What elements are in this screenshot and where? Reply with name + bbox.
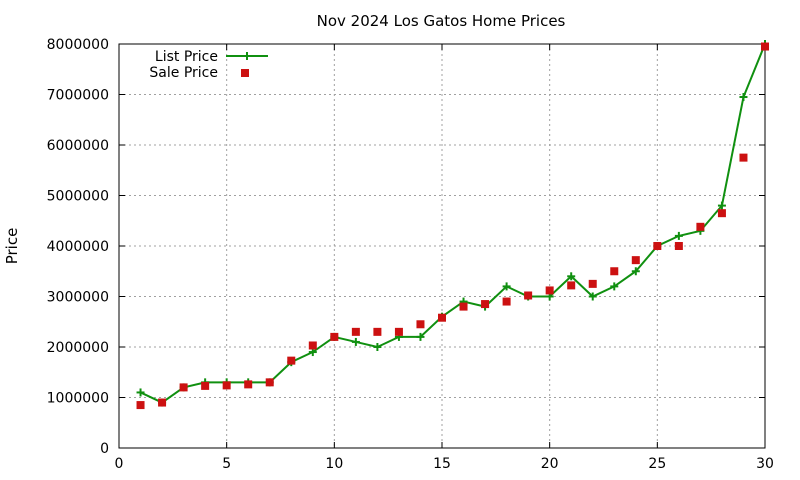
- x-tick-label: 20: [541, 456, 559, 472]
- y-tick-label: 4000000: [47, 239, 109, 255]
- sale-price-point: [717, 209, 726, 218]
- sale-price-point: [287, 356, 296, 365]
- list-price-point: [136, 388, 145, 397]
- legend-square-marker: [241, 69, 249, 77]
- list-price-point: [351, 337, 360, 346]
- sale-price-point: [330, 332, 339, 341]
- y-tick-label: 2000000: [47, 340, 109, 356]
- y-tick-label: 1000000: [47, 391, 109, 407]
- sale-price-point: [588, 279, 597, 288]
- sale-price-point: [761, 42, 769, 51]
- sale-price-point: [459, 302, 468, 311]
- list-price-point: [610, 282, 619, 291]
- y-tick-label: 6000000: [47, 138, 109, 154]
- sale-price-point: [222, 381, 231, 390]
- sale-price-point: [674, 242, 683, 250]
- series-sale-price: [136, 42, 769, 410]
- sale-price-point: [438, 313, 446, 322]
- sale-price-point: [265, 378, 274, 387]
- sale-price-point: [567, 281, 576, 290]
- x-tick-label: 0: [115, 456, 124, 472]
- list-price-point: [739, 93, 748, 102]
- sale-price-point: [696, 222, 705, 231]
- list-price-line: [140, 43, 766, 404]
- plot-area: [136, 40, 769, 410]
- list-price-point: [674, 231, 683, 240]
- y-axis-label: Price: [3, 228, 21, 265]
- x-tick-label: 15: [433, 456, 451, 472]
- list-price-point: [567, 272, 576, 281]
- list-price-point: [631, 267, 640, 276]
- sale-price-point: [201, 381, 210, 390]
- sale-price-point: [158, 398, 167, 407]
- y-tick-label: 0: [100, 441, 109, 457]
- list-price-point: [416, 332, 425, 341]
- sale-price-point: [308, 341, 317, 350]
- legend-label: List Price: [155, 49, 218, 65]
- sale-price-point: [351, 327, 360, 336]
- sale-price-point: [179, 383, 188, 392]
- y-tick-label: 5000000: [47, 189, 109, 205]
- sale-price-point: [653, 242, 662, 250]
- list-price-point: [373, 343, 382, 351]
- list-price-point: [717, 201, 726, 210]
- axes: 0 1000000 2000000 3000000 4000000 5000000 6000…: [47, 37, 774, 472]
- list-price-point: [502, 282, 511, 291]
- x-tick-label: 25: [648, 456, 666, 472]
- sale-price-point: [631, 256, 640, 265]
- legend-plus-marker: [243, 52, 251, 60]
- sale-price-point: [545, 286, 554, 295]
- sale-price-point: [136, 401, 145, 410]
- y-tick-label: 3000000: [47, 290, 109, 306]
- x-tick-label: 5: [222, 456, 231, 472]
- sale-price-point: [610, 267, 619, 276]
- sale-price-point: [502, 297, 511, 306]
- sale-price-point: [394, 327, 403, 336]
- x-tick-label: 10: [325, 456, 343, 472]
- sale-price-point: [373, 327, 382, 336]
- sale-price-point: [739, 153, 748, 162]
- grid-lines: [119, 44, 765, 448]
- sale-price-point: [244, 380, 253, 389]
- chart-title: Nov 2024 Los Gatos Home Prices: [317, 12, 566, 30]
- y-tick-label: 8000000: [47, 37, 109, 53]
- legend-label: Sale Price: [149, 65, 218, 81]
- y-tick-label: 7000000: [47, 88, 109, 104]
- x-tick-label: 30: [756, 456, 774, 472]
- sale-price-point: [416, 320, 425, 329]
- list-price-point: [588, 292, 597, 301]
- sale-price-point: [481, 300, 490, 309]
- sale-price-point: [524, 291, 533, 300]
